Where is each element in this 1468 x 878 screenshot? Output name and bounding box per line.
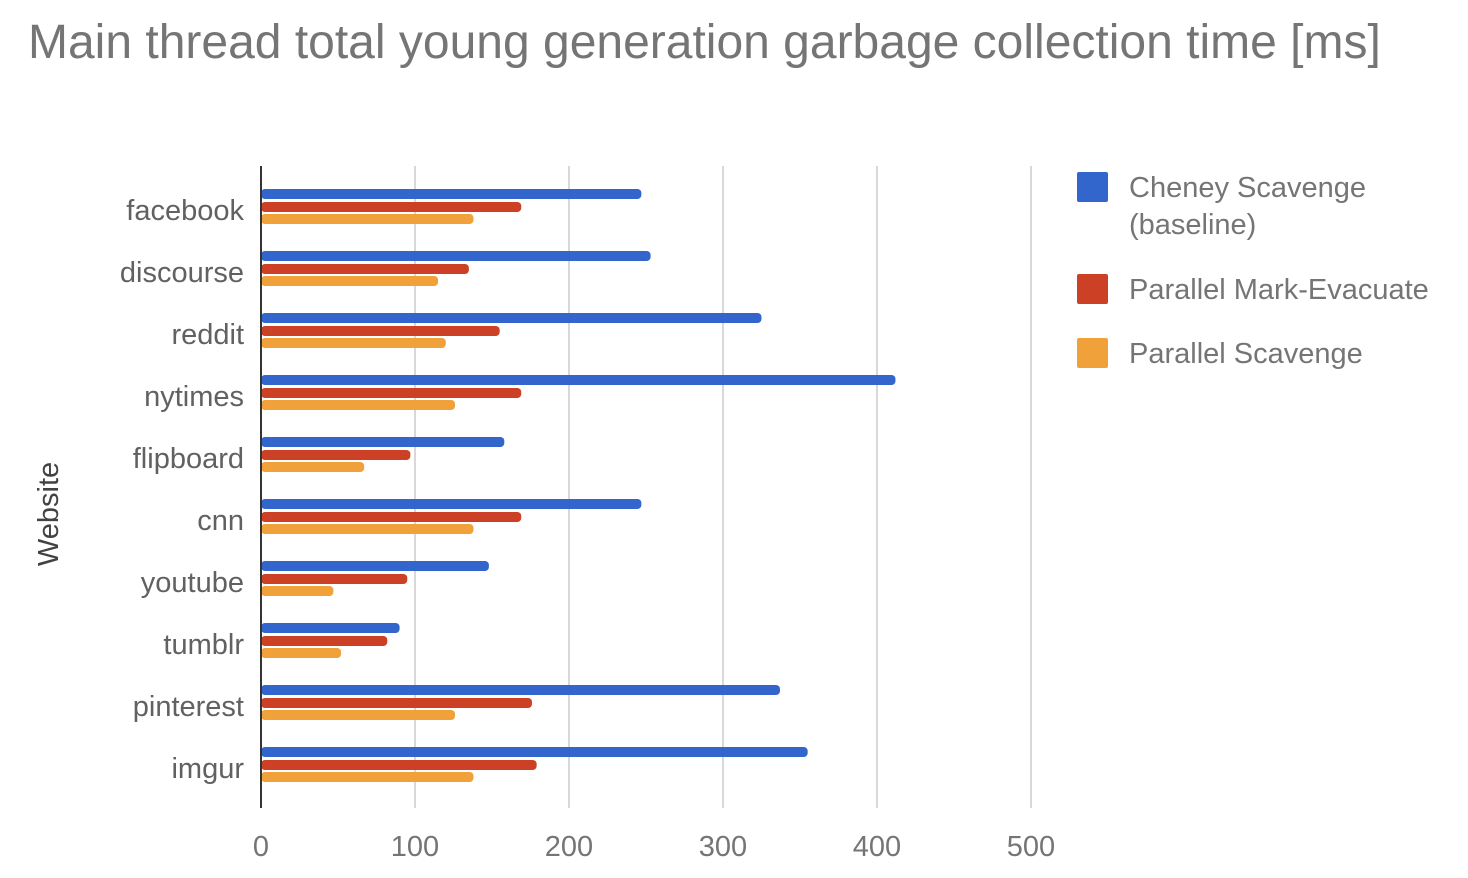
legend-label-2: Parallel Mark-Evacuate xyxy=(1129,274,1429,306)
legend-label-3: Parallel Scavenge xyxy=(1129,338,1363,370)
category-label-imgur: imgur xyxy=(171,753,244,785)
category-label-reddit: reddit xyxy=(171,319,244,351)
bar-facebook-series-2 xyxy=(261,202,522,212)
x-tick-labels: 0 100 200 300 400 500 xyxy=(253,831,1055,863)
bar-flipboard-series-3 xyxy=(261,462,365,472)
category-label-youtube: youtube xyxy=(141,567,244,599)
bar-facebook-series-3 xyxy=(261,214,474,224)
bar-imgur-series-3 xyxy=(261,772,474,782)
category-label-pinterest: pinterest xyxy=(133,691,244,723)
x-tick-label-100: 100 xyxy=(391,831,439,863)
legend-swatch-3 xyxy=(1077,338,1108,368)
y-axis-title: Website xyxy=(33,462,65,566)
category-label-tumblr: tumblr xyxy=(163,629,244,661)
bar-youtube-series-1 xyxy=(261,561,489,571)
bar-pinterest-series-2 xyxy=(261,698,533,708)
bar-imgur-series-2 xyxy=(261,760,537,770)
x-tick-label-500: 500 xyxy=(1007,831,1055,863)
bar-cnn-series-1 xyxy=(261,499,642,509)
bar-cnn-series-2 xyxy=(261,512,522,522)
bar-nytimes-series-1 xyxy=(261,375,896,385)
category-labels: facebook discourse reddit nytimes flipboard c… xyxy=(120,195,245,785)
bar-tumblr-series-1 xyxy=(261,623,400,633)
bar-youtube-series-3 xyxy=(261,586,334,596)
bar-nytimes-series-2 xyxy=(261,388,522,398)
bar-flipboard-series-1 xyxy=(261,437,505,447)
bar-nytimes-series-3 xyxy=(261,400,456,410)
bar-tumblr-series-2 xyxy=(261,636,388,646)
legend: Cheney Scavenge (baseline) Parallel Mark-E… xyxy=(1077,172,1429,370)
x-tick-label-400: 400 xyxy=(853,831,901,863)
x-tick-label-0: 0 xyxy=(253,831,269,863)
bar-reddit-series-2 xyxy=(261,326,500,336)
bar-facebook-series-1 xyxy=(261,189,642,199)
x-tick-label-300: 300 xyxy=(699,831,747,863)
legend-swatch-1 xyxy=(1077,172,1108,202)
category-label-facebook: facebook xyxy=(126,195,244,227)
bar-pinterest-series-1 xyxy=(261,685,780,695)
category-label-flipboard: flipboard xyxy=(133,443,244,475)
bar-youtube-series-2 xyxy=(261,574,408,584)
category-label-discourse: discourse xyxy=(120,257,244,289)
bar-discourse-series-2 xyxy=(261,264,469,274)
gridlines xyxy=(414,166,1032,808)
bar-reddit-series-3 xyxy=(261,338,446,348)
bar-discourse-series-1 xyxy=(261,251,651,261)
x-tick-label-200: 200 xyxy=(545,831,593,863)
bar-flipboard-series-2 xyxy=(261,450,411,460)
bar-pinterest-series-3 xyxy=(261,710,456,720)
bars xyxy=(261,189,896,782)
legend-label-1: Cheney Scavenge xyxy=(1129,172,1366,204)
bar-imgur-series-1 xyxy=(261,747,808,757)
bar-discourse-series-3 xyxy=(261,276,439,286)
bar-tumblr-series-3 xyxy=(261,648,342,658)
chart-title: Main thread total young generation garba… xyxy=(28,16,1381,69)
category-label-cnn: cnn xyxy=(197,505,244,537)
category-label-nytimes: nytimes xyxy=(144,381,244,413)
legend-label-1-line-2: (baseline) xyxy=(1129,209,1256,241)
bar-reddit-series-1 xyxy=(261,313,762,323)
legend-swatch-2 xyxy=(1077,274,1108,304)
bar-cnn-series-3 xyxy=(261,524,474,534)
